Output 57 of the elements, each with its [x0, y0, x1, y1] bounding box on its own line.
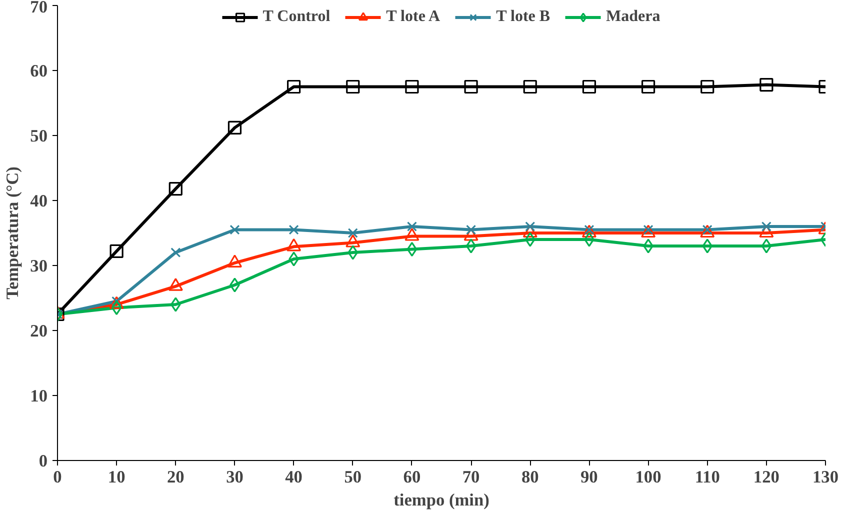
point — [287, 80, 301, 94]
y-axis-title: Temperatura (°C) — [3, 166, 22, 300]
y-tick-label: 50 — [30, 126, 48, 146]
point — [170, 247, 181, 258]
y-tick-label: 0 — [38, 452, 48, 470]
x-tick-label: 90 — [580, 468, 598, 486]
point — [641, 80, 656, 94]
point — [464, 80, 478, 94]
point — [288, 252, 299, 266]
x-tick-label: 60 — [403, 468, 421, 486]
point — [761, 238, 772, 254]
point — [466, 238, 476, 254]
point — [348, 245, 358, 260]
point — [110, 244, 124, 258]
point — [288, 224, 299, 235]
point — [523, 80, 537, 94]
x-tick-label: 70 — [462, 468, 480, 486]
y-tick-label: 20 — [30, 322, 48, 340]
x-tick-label: 110 — [694, 468, 720, 486]
x-tick-label: 0 — [53, 468, 62, 486]
legend-label: T Control — [262, 8, 330, 26]
point — [643, 238, 654, 254]
point — [111, 300, 122, 316]
legend-label: Madera — [606, 8, 660, 26]
x-tick-label: 50 — [344, 468, 362, 486]
x-tick-label: 20 — [166, 468, 184, 486]
y-tick-label: 10 — [30, 386, 48, 406]
point — [582, 80, 596, 94]
x-tick-label: 130 — [812, 468, 839, 486]
point — [405, 80, 419, 94]
point — [228, 120, 242, 134]
x-tick-label: 30 — [226, 468, 244, 486]
legend-label: T lote B — [496, 8, 550, 26]
legend-label: T lote A — [386, 8, 440, 26]
point — [524, 232, 536, 247]
y-tick-label: 70 — [30, 0, 48, 16]
x-tick-label: 10 — [108, 468, 126, 486]
point — [700, 80, 714, 94]
point — [170, 297, 181, 312]
point — [406, 242, 418, 257]
x-tick-label: 80 — [521, 468, 539, 486]
point — [584, 232, 594, 247]
y-tick-label: 60 — [30, 62, 48, 80]
x-tick-label: 120 — [753, 468, 780, 486]
point — [702, 238, 712, 254]
point — [348, 228, 358, 238]
x-tick-label: 100 — [635, 468, 662, 486]
point — [168, 182, 182, 196]
point — [406, 221, 418, 232]
point — [760, 78, 774, 92]
x-tick-label: 40 — [285, 468, 302, 486]
point — [230, 278, 240, 292]
y-tick-label: 30 — [30, 256, 48, 276]
y-tick-label: 40 — [30, 192, 48, 210]
point — [230, 224, 240, 235]
point — [346, 80, 360, 94]
x-axis-title: tiempo (min) — [394, 490, 490, 510]
